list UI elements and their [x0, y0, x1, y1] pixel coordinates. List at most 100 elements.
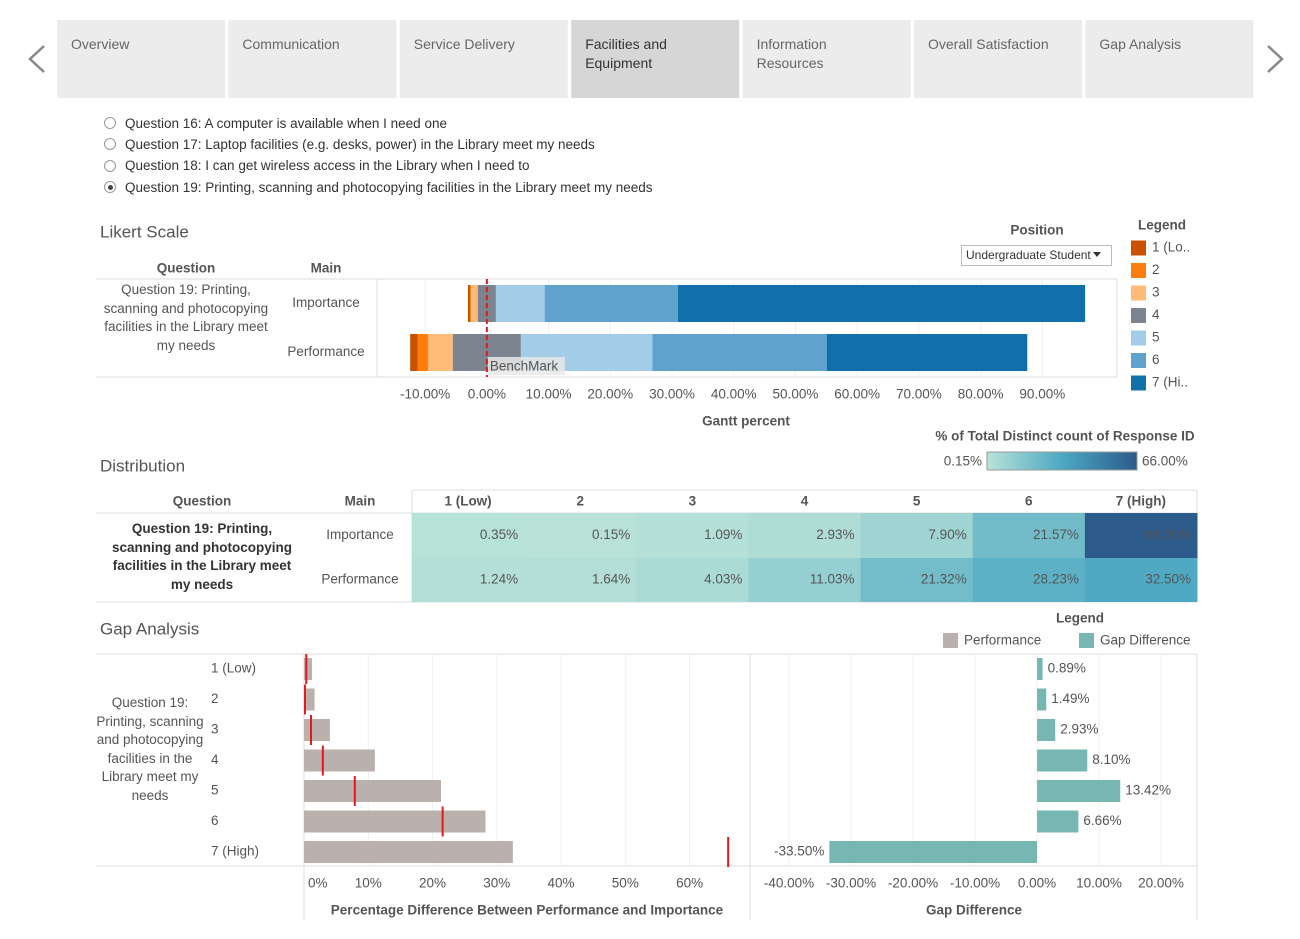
legend-label: 7 (Hi..	[1152, 375, 1188, 390]
x-tick-label: 20%	[419, 876, 446, 891]
heat-cell	[1084, 513, 1198, 558]
radio-button[interactable]	[104, 159, 116, 172]
cell-label: 11.03%	[810, 572, 855, 587]
cell-label: 21.32%	[921, 572, 967, 587]
row-label: 3	[211, 722, 219, 737]
tab[interactable]	[228, 20, 397, 98]
legend-label: 6	[1152, 352, 1160, 367]
x-tick-label: 80.00%	[958, 387, 1004, 402]
likert-segment	[427, 334, 453, 371]
performance-bar	[304, 719, 330, 741]
gap-bar	[1037, 658, 1043, 680]
tab-label: Information Resources	[756, 36, 827, 71]
tab[interactable]	[914, 20, 1082, 98]
x-axis-title: Gantt percent	[702, 414, 790, 429]
cell-label: 2.93%	[816, 527, 854, 542]
tab[interactable]	[57, 20, 225, 98]
legend-label: 3	[1152, 285, 1160, 300]
likert-segment	[470, 285, 472, 322]
radio-button[interactable]	[104, 181, 116, 194]
option-label: Question 17: Laptop facilities (e.g. des…	[125, 136, 595, 152]
cell-label: 28.23%	[1033, 572, 1079, 587]
tab[interactable]	[571, 20, 740, 98]
gap-value-label: 8.10%	[1092, 752, 1130, 767]
benchmark-label: BenchMark	[490, 359, 559, 374]
heat-cell	[524, 513, 637, 558]
cell-label: 0.35%	[480, 527, 518, 542]
cell-label: 32.50%	[1145, 572, 1191, 587]
legend-swatch	[1079, 633, 1094, 648]
cell-label: 66.00%	[1145, 527, 1191, 542]
question-option[interactable]: Question 18: I can get wireless access i…	[96, 156, 529, 176]
radio-button[interactable]	[104, 117, 116, 129]
likert-segment	[652, 334, 827, 371]
heat-cell	[1084, 558, 1198, 602]
column-header: 5	[913, 494, 921, 509]
legend-swatch	[1131, 240, 1146, 256]
performance-bar	[304, 688, 315, 711]
performance-bar	[304, 658, 312, 680]
question-list: Question 16: A computer is available whe…	[96, 117, 796, 202]
column-header: 1 (Low)	[444, 494, 491, 509]
dropdown-arrow	[1093, 252, 1101, 257]
x-tick-label: 20.00%	[587, 387, 633, 402]
row-label: 4	[211, 752, 219, 767]
x-tick-label: 10.00%	[526, 387, 572, 402]
filter-label: Position	[1010, 223, 1063, 238]
gap-bar	[829, 841, 1038, 863]
row-label: 2	[211, 691, 219, 706]
x-tick-label: 0.00%	[468, 387, 506, 402]
tab[interactable]	[1085, 20, 1254, 98]
legend-title: Legend	[1138, 218, 1186, 233]
gap-value-label: 13.42%	[1125, 783, 1171, 798]
x-tick-label: 20.00%	[1138, 876, 1184, 891]
x-tick-label: 10.00%	[1076, 876, 1122, 891]
row-label: 5	[211, 783, 219, 798]
cell-label: 1.09%	[704, 527, 742, 542]
likert-segment	[495, 285, 545, 322]
column-header: 6	[1025, 494, 1033, 509]
benchmark-label-bg	[487, 357, 565, 375]
legend-swatch	[1131, 263, 1146, 278]
tab-label: Overview	[71, 36, 130, 52]
legend-swatch	[943, 633, 958, 648]
heat-cell	[748, 513, 862, 558]
x-tick-label: 90.00%	[1019, 387, 1065, 402]
section-title: Likert Scale	[100, 222, 189, 241]
column-header: 7 (High)	[1116, 494, 1166, 509]
column-header: 3	[689, 494, 697, 509]
column-header: Question	[173, 494, 232, 509]
tab-label: Service Delivery	[413, 36, 515, 52]
legend-swatch	[1131, 375, 1146, 391]
question-option[interactable]: Question 17: Laptop facilities (e.g. des…	[96, 134, 595, 154]
likert-segment	[544, 285, 678, 322]
question-option[interactable]: Question 16: A computer is available whe…	[96, 117, 447, 133]
x-tick-label: -20.00%	[888, 876, 938, 891]
row-label: 6	[211, 813, 219, 828]
row-group-label: Question 19: Printing, scanning and phot…	[96, 695, 204, 803]
legend-label: 2	[1152, 262, 1160, 277]
tab[interactable]	[399, 20, 568, 98]
next-arrow[interactable]	[1267, 45, 1284, 73]
gap-value-label: 1.49%	[1051, 691, 1089, 706]
cell-label: 0.15%	[592, 527, 630, 542]
heat-cell	[524, 558, 637, 602]
legend-swatch	[1131, 285, 1146, 301]
option-label: Question 18: I can get wireless access i…	[125, 158, 530, 174]
tab-label: Facilities and Equipment	[585, 36, 667, 71]
x-tick-label: 40.00%	[711, 387, 757, 402]
radio-button[interactable]	[104, 138, 116, 151]
position-dropdown[interactable]: Undergraduate Student	[961, 245, 1112, 266]
gap-value-label: 0.89%	[1048, 661, 1086, 676]
gap-bar	[1037, 749, 1088, 772]
question-option[interactable]: Question 19: Printing, scanning and phot…	[96, 177, 653, 197]
x-tick-label: 30.00%	[649, 387, 695, 402]
prev-arrow[interactable]	[28, 45, 45, 73]
tab[interactable]	[742, 20, 911, 98]
row-group-label: Question 19: Printing, scanning and phot…	[103, 282, 269, 353]
gap-value-label: 2.93%	[1060, 722, 1098, 737]
x-tick-label: 60%	[676, 876, 703, 891]
column-header: 2	[576, 494, 584, 509]
